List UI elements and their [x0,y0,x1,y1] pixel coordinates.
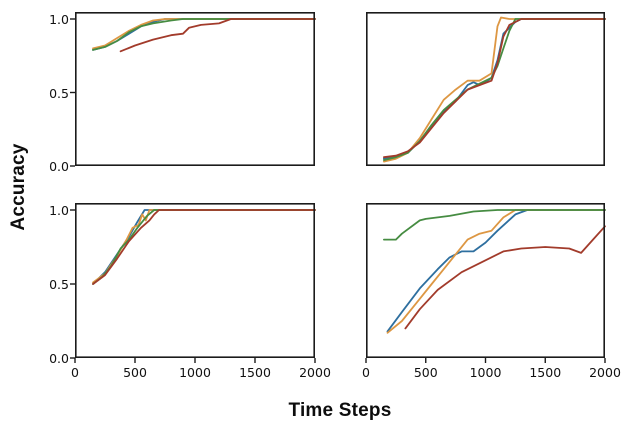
subplot-bottom-left [70,203,316,363]
line-series-blue [92,209,316,285]
plot-canvas-top-left [70,12,316,167]
line-series-orange [92,18,316,50]
x-tick-label: 2000 [299,365,331,380]
line-series-blue [386,209,606,333]
subplot-bottom-right [365,203,606,363]
line-series-green [382,18,606,162]
y-tick-label: 0.5 [49,85,69,101]
y-tick-label: 1.0 [49,12,69,27]
x-tick-label: 1000 [469,365,502,380]
axes-border [366,12,605,166]
line-series-orange [382,16,606,163]
x-axis-label: Time Steps [288,400,392,421]
plot-canvas-top-right [366,12,606,166]
x-tick-label: 500 [123,365,147,380]
y-tick-label: 0.5 [49,277,69,292]
x-tick-label: 0 [362,365,370,380]
x-tick-label: 1500 [529,365,562,380]
line-series-orange [386,209,606,334]
x-tick-label: 0 [71,365,79,380]
y-tick-label: 0.0 [49,159,69,174]
plot-canvas-bottom-left [70,203,316,363]
line-series-green [92,18,316,51]
line-series-red [404,225,606,330]
x-tick-label: 2000 [589,365,621,380]
y-axis-label: Accuracy [8,143,29,231]
line-series-blue [382,18,606,160]
x-tick-label: 1000 [179,365,211,380]
y-tick-label: 1.0 [49,203,69,218]
line-series-red [119,18,316,53]
y-tick-label: 0.0 [49,351,69,366]
subplot-top-left [70,12,316,167]
line-series-green [382,209,606,241]
plot-canvas-bottom-right [365,203,606,363]
line-series-red [92,209,316,285]
line-series-red [382,18,606,159]
subplot-top-right [366,12,606,166]
x-tick-label: 1500 [239,365,271,380]
line-series-green [92,209,316,285]
axes-border [366,203,605,358]
axes-border [75,203,315,358]
axes-border [75,12,315,166]
x-tick-label: 500 [413,365,438,380]
